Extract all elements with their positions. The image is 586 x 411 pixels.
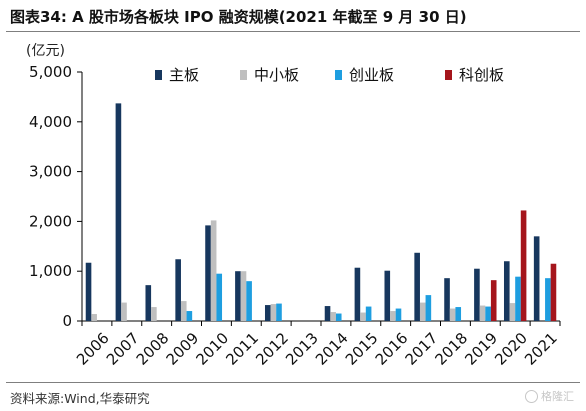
bar-中小板-2017	[419, 302, 426, 321]
bar-主板-2010	[205, 225, 211, 321]
bar-中小板-2008	[151, 307, 157, 321]
y-tick-label: 1,000	[29, 262, 72, 280]
figure-title: 图表34: A 股市场各板块 IPO 融资规模(2021 年截至 9 月 30 …	[10, 8, 467, 26]
bar-主板-2017	[414, 252, 420, 321]
y-tick-label: 3,000	[29, 163, 72, 181]
watermark-text: 格隆汇	[541, 390, 574, 403]
bar-主板-2007	[115, 103, 122, 322]
x-tick-label: 2008	[133, 329, 173, 369]
x-tick-label: 2016	[372, 329, 412, 369]
footer-divider	[6, 382, 580, 383]
legend-label: 科创板	[459, 66, 504, 84]
bar-主板-2011	[235, 271, 241, 321]
bar-主板-2021	[533, 236, 540, 321]
bar-主板-2020	[503, 261, 510, 321]
bar-中小板-2011	[240, 271, 247, 321]
x-tick-label: 2013	[282, 329, 322, 369]
bar-创业板-2018	[455, 307, 462, 321]
legend-label: 中小板	[254, 66, 299, 84]
bar-主板-2015	[354, 267, 361, 321]
x-tick-label: 2011	[222, 329, 262, 369]
y-tick-label: 0	[62, 312, 72, 330]
x-tick-label: 2009	[163, 329, 203, 369]
y-tick-label: 5,000	[29, 63, 72, 81]
chart-bars	[85, 103, 557, 322]
bar-主板-2006	[85, 262, 92, 321]
x-tick-label: 2007	[103, 329, 143, 369]
y-tick-label: 2,000	[29, 212, 72, 230]
bar-创业板-2016	[395, 308, 402, 321]
bar-主板-2018	[444, 278, 450, 321]
x-tick-label: 2019	[461, 329, 501, 369]
bar-chart: (亿元) 01,0002,0003,0004,0005,000200620072…	[26, 43, 561, 369]
bar-主板-2009	[175, 259, 181, 321]
x-tick-label: 2018	[431, 329, 471, 369]
x-tick-label: 2021	[521, 329, 561, 369]
watermark-logo-icon	[525, 389, 538, 403]
bar-科创板-2019	[490, 280, 497, 321]
bar-创业板-2017	[425, 295, 432, 321]
bar-创业板-2009	[186, 311, 193, 321]
bar-创业板-2015	[365, 306, 372, 321]
watermark: 格隆汇	[525, 388, 574, 404]
x-tick-label: 2006	[73, 329, 113, 369]
bar-中小板-2015	[360, 312, 366, 321]
bar-中小板-2014	[330, 312, 336, 321]
legend-swatch	[155, 70, 162, 80]
y-unit-label: (亿元)	[26, 43, 65, 59]
bar-主板-2016	[384, 270, 391, 321]
bar-主板-2008	[145, 285, 152, 321]
chart-legend: 主板 中小板 创业板 科创板	[155, 66, 504, 84]
title-divider	[6, 31, 580, 32]
x-tick-label: 2010	[192, 329, 232, 369]
x-tick-label: 2014	[312, 329, 352, 369]
bar-中小板-2010	[210, 220, 217, 321]
bar-中小板-2007	[121, 302, 127, 321]
source-note: 资料来源:Wind,华泰研究	[10, 391, 150, 406]
y-tick-label: 4,000	[29, 113, 72, 131]
bar-创业板-2021	[545, 278, 551, 321]
bar-中小板-2009	[180, 301, 187, 321]
bar-创业板-2019	[485, 306, 491, 321]
bar-主板-2019	[474, 268, 480, 321]
legend-swatch	[240, 70, 247, 80]
x-tick-label: 2020	[491, 329, 531, 369]
x-tick-label: 2017	[402, 329, 442, 369]
bar-中小板-2012	[270, 304, 277, 321]
legend-swatch	[335, 70, 342, 80]
legend-label: 主板	[169, 66, 199, 84]
legend-swatch	[445, 70, 452, 80]
bar-中小板-2020	[509, 303, 516, 321]
bar-中小板-2019	[479, 305, 486, 321]
x-tick-label: 2012	[252, 329, 292, 369]
bar-中小板-2018	[449, 308, 456, 321]
bar-科创板-2020	[520, 210, 527, 321]
x-tick-label: 2015	[342, 329, 382, 369]
bar-创业板-2012	[276, 303, 282, 321]
bar-中小板-2016	[390, 311, 396, 321]
bar-创业板-2020	[515, 276, 521, 321]
bar-创业板-2010	[216, 273, 223, 321]
bar-中小板-2006	[91, 314, 97, 321]
bar-创业板-2011	[246, 281, 252, 321]
legend-label: 创业板	[349, 66, 394, 84]
chart-axes: 01,0002,0003,0004,0005,00020062007200820…	[29, 63, 561, 369]
bar-科创板-2021	[550, 263, 557, 321]
bar-创业板-2014	[335, 313, 342, 321]
bar-主板-2012	[264, 305, 271, 321]
bar-主板-2014	[324, 306, 331, 321]
